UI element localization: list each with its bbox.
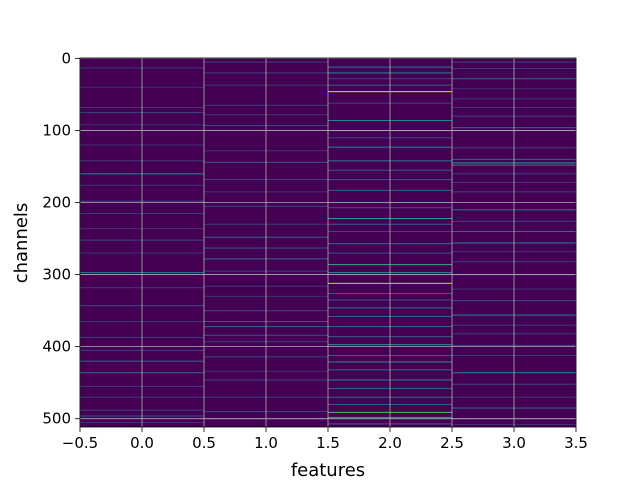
x-tick-label: 1.0 <box>254 434 278 452</box>
x-tick-label: 2.5 <box>440 434 464 452</box>
x-tick-label: 0.5 <box>192 434 216 452</box>
y-axis-label: channels <box>11 203 32 284</box>
x-tick-label: 2.0 <box>378 434 402 452</box>
x-axis-label: features <box>291 460 365 480</box>
y-tick-label: 500 <box>42 410 71 428</box>
x-tick-label: 1.5 <box>316 434 340 452</box>
x-axis-ticks: −0.5 0.0 0.5 1.0 1.5 2.0 2.5 3.0 3.5 <box>62 427 588 452</box>
y-axis-ticks: 0 100 200 300 400 500 <box>42 49 80 428</box>
y-tick-label: 0 <box>61 49 71 67</box>
x-tick-label: 3.0 <box>502 434 526 452</box>
x-tick-label: −0.5 <box>62 434 98 452</box>
x-tick-label: 0.0 <box>130 434 154 452</box>
x-tick-label: 3.5 <box>564 434 588 452</box>
y-tick-label: 200 <box>42 194 71 212</box>
y-tick-label: 100 <box>42 121 71 139</box>
y-tick-label: 300 <box>42 266 71 284</box>
y-tick-label: 400 <box>42 338 71 356</box>
